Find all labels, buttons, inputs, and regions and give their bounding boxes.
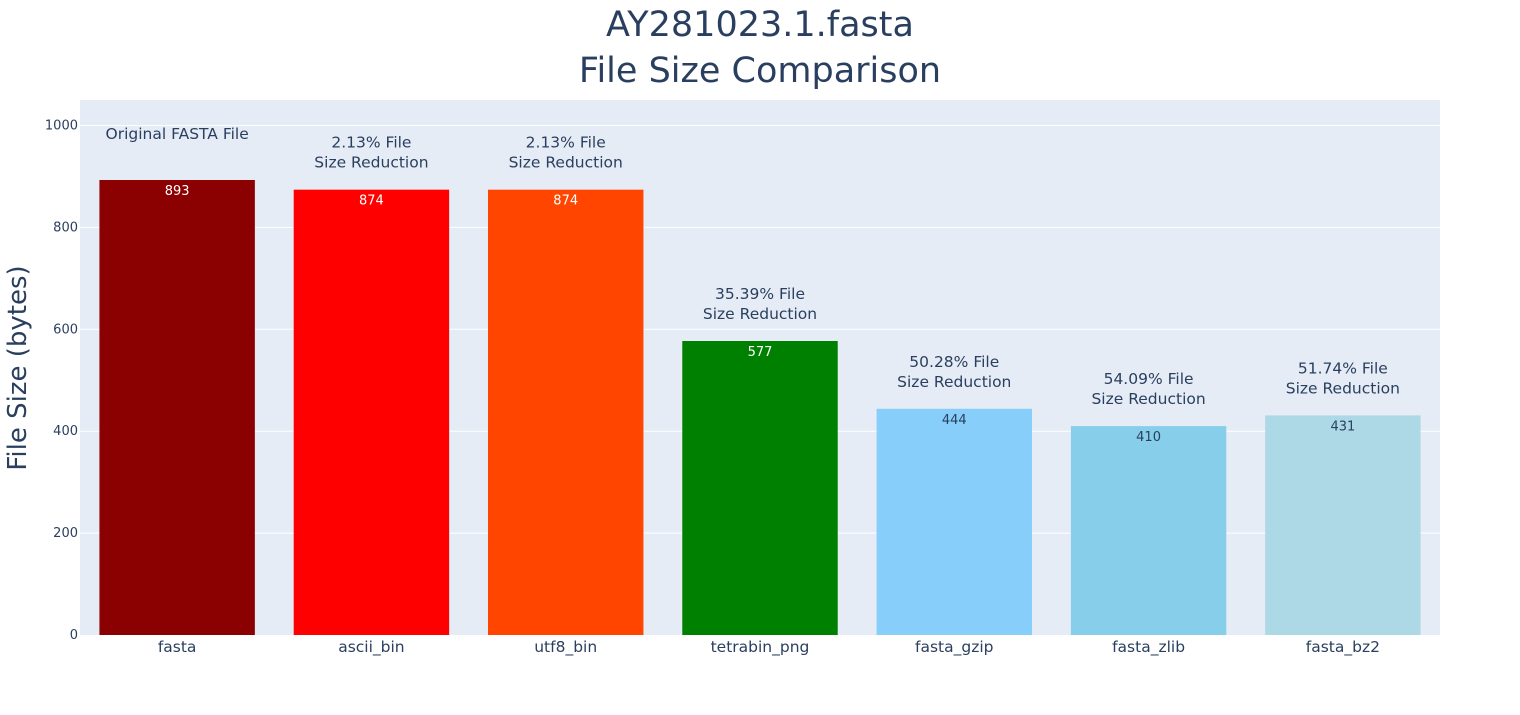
bar-fasta_zlib	[1070, 426, 1227, 635]
bar-annotation-line: 2.13% File	[526, 134, 606, 152]
bar-value-label: 444	[942, 413, 967, 428]
y-tick-label: 1000	[45, 118, 78, 133]
bar-annotation-line: 50.28% File	[909, 353, 999, 371]
bar-value-label: 874	[359, 194, 384, 209]
x-tick-label: utf8_bin	[534, 638, 597, 657]
bar-tetrabin_png	[682, 341, 838, 635]
bar-annotation-line: Size Reduction	[1091, 390, 1205, 408]
y-axis-ticks: 0 200 400 600 800 1000	[45, 118, 78, 643]
y-tick-label: 0	[70, 628, 78, 643]
bar-ascii_bin	[293, 189, 450, 635]
y-axis-title: File Size (bytes)	[3, 265, 33, 470]
bar-utf8_bin	[488, 189, 644, 635]
bar-annotation-line: Size Reduction	[1286, 379, 1400, 397]
bar-value-label: 431	[1330, 419, 1355, 434]
y-tick-label: 600	[53, 322, 78, 337]
bar-fasta	[99, 179, 255, 635]
x-tick-label: fasta	[158, 638, 197, 656]
y-tick-label: 200	[53, 526, 78, 541]
bar-value-labels: 893 874 874 577 444 410 431	[165, 184, 1356, 445]
bar-annotation-line: 54.09% File	[1104, 370, 1194, 388]
bar-value-label: 874	[553, 194, 578, 209]
x-tick-label: fasta_bz2	[1306, 638, 1380, 657]
y-tick-label: 400	[53, 424, 78, 439]
x-axis-ticks: fasta ascii_bin utf8_bin tetrabin_png fasta_…	[158, 638, 1380, 657]
bar-annotations: Original FASTA File 2.13% File Size Reduct…	[106, 125, 1400, 408]
bar-value-label: 893	[165, 184, 190, 199]
bar-annotation-line: Original FASTA File	[106, 125, 249, 143]
bar-fasta_bz2	[1265, 415, 1421, 635]
bar-annotation-line: Size Reduction	[703, 305, 817, 323]
bar-annotation-line: Size Reduction	[509, 154, 623, 172]
y-tick-label: 800	[53, 220, 78, 235]
bar-annotation-line: 35.39% File	[715, 285, 805, 303]
chart-title-line-2: File Size Comparison	[579, 51, 941, 91]
bar-annotation-line: Size Reduction	[897, 373, 1011, 391]
x-tick-label: ascii_bin	[338, 638, 404, 657]
bar-fasta_gzip	[876, 408, 1032, 635]
bars	[99, 179, 1421, 635]
chart-title-line-1: AY281023.1.fasta	[606, 5, 914, 45]
bar-value-label: 577	[748, 345, 773, 360]
x-tick-label: fasta_zlib	[1112, 638, 1185, 657]
bar-value-label: 410	[1136, 430, 1161, 445]
bar-annotation-line: Size Reduction	[314, 154, 428, 172]
bar-annotation-line: 51.74% File	[1298, 359, 1388, 377]
x-tick-label: fasta_gzip	[915, 638, 993, 657]
bar-annotation-line: 2.13% File	[331, 134, 411, 152]
x-tick-label: tetrabin_png	[711, 638, 810, 657]
